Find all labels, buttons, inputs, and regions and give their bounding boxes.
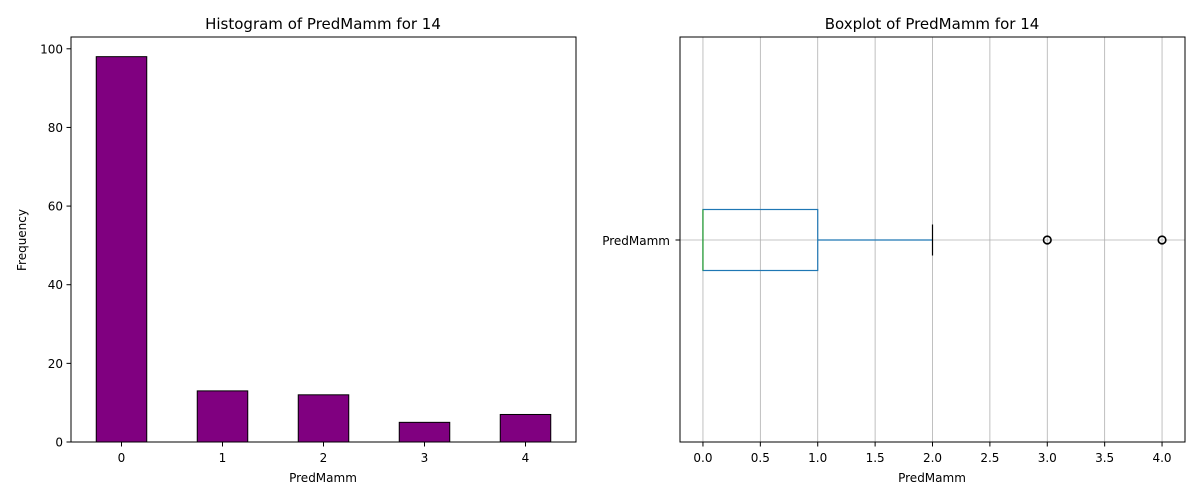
histogram-title: Histogram of PredMamm for 14 <box>205 15 441 33</box>
histogram-y-tick-label: 0 <box>55 436 63 450</box>
boxplot-x-tick-label: 3.5 <box>1095 451 1114 465</box>
histogram-y-axis-label: Frequency <box>15 209 29 271</box>
histogram-bar <box>297 394 350 443</box>
histogram-x-ticks: 0 1 2 3 4 <box>118 442 530 465</box>
boxplot-x-ticks: 0.0 0.5 1.0 1.5 2.0 2.5 3.0 3.5 4.0 <box>693 442 1172 465</box>
boxplot-x-tick-label: 1.0 <box>808 451 827 465</box>
histogram-plot-frame <box>70 36 577 443</box>
histogram-x-tick-label: 0 <box>118 451 126 465</box>
boxplot-x-tick-label: 4.0 <box>1152 451 1171 465</box>
histogram-chart: Histogram of PredMamm for 14 02040608010… <box>15 15 577 485</box>
histogram-x-tick-label: 4 <box>522 451 530 465</box>
histogram-bar <box>95 56 148 443</box>
boxplot-x-axis-label: PredMamm <box>898 471 966 485</box>
boxplot-outlier <box>1157 235 1167 245</box>
histogram-bar <box>196 390 249 443</box>
histogram-y-tick-label: 80 <box>48 121 63 135</box>
boxplot-marks <box>702 208 1167 272</box>
histogram-y-ticks: 0 20 40 60 80 100 <box>40 42 71 450</box>
boxplot-title: Boxplot of PredMamm for 14 <box>825 15 1040 33</box>
histogram-y-tick-label: 100 <box>40 42 63 56</box>
boxplot-x-tick-label: 2.5 <box>980 451 999 465</box>
histogram-bars <box>95 56 552 443</box>
histogram-y-tick-label: 40 <box>48 278 63 292</box>
boxplot-chart: Boxplot of PredMamm for 14 0.0 0.5 1.0 1.5 2… <box>602 15 1186 485</box>
histogram-x-tick-label: 1 <box>219 451 227 465</box>
boxplot-x-tick-label: 1.5 <box>866 451 885 465</box>
histogram-x-tick-label: 2 <box>320 451 328 465</box>
histogram-bar <box>499 413 552 443</box>
boxplot-x-tick-label: 3.0 <box>1038 451 1057 465</box>
boxplot-x-tick-label: 2.0 <box>923 451 942 465</box>
boxplot-x-tick-label: 0.5 <box>751 451 770 465</box>
histogram-bar <box>398 421 451 443</box>
boxplot-category-label: PredMamm <box>602 234 670 248</box>
boxplot-outlier <box>1042 235 1052 245</box>
histogram-y-tick-label: 20 <box>48 357 63 371</box>
boxplot-x-tick-label: 0.0 <box>693 451 712 465</box>
histogram-x-axis-label: PredMamm <box>289 471 357 485</box>
histogram-x-tick-label: 3 <box>421 451 429 465</box>
histogram-y-tick-label: 60 <box>48 200 63 214</box>
